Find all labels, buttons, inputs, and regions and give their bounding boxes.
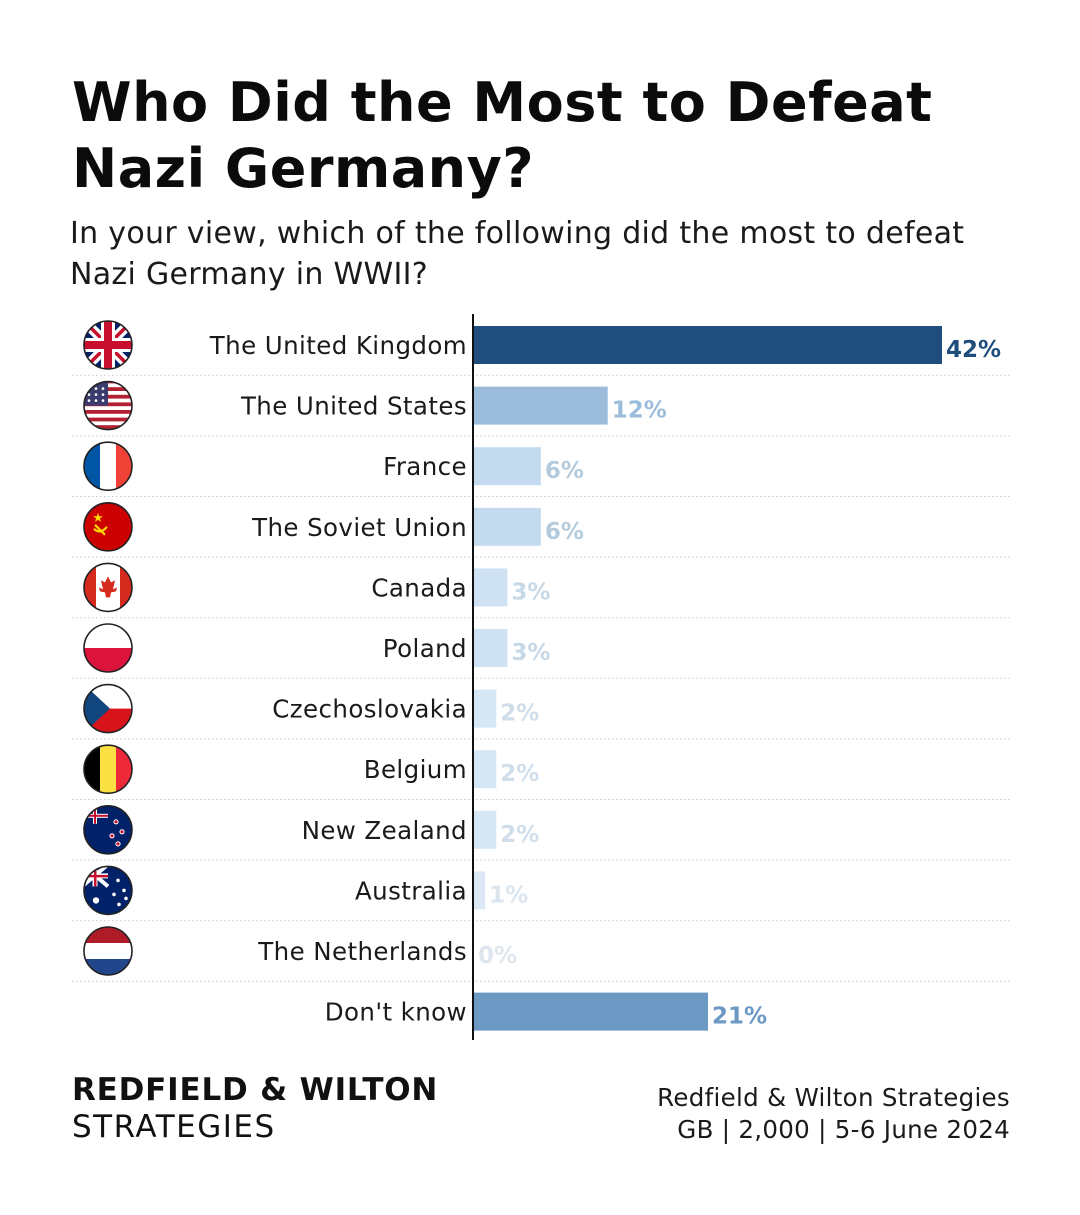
bar [474,992,708,1031]
belgium-flag-icon [83,744,133,795]
category-label: Czechoslovakia [272,695,467,724]
chart-row: The Soviet Union 6% [72,501,1012,558]
category-label: The United States [240,392,467,421]
source-note: Redfield & Wilton Strategies GB | 2,000 … [657,1082,1010,1146]
chart-subtitle: In your view, which of the following did… [70,216,965,292]
new-zealand-flag-icon [83,804,133,855]
value-label: 6% [545,458,584,484]
canada-flag-icon [83,562,133,613]
value-label: 12% [612,398,667,424]
category-label: Poland [383,634,467,663]
bar [474,871,486,910]
source-sample-details: GB | 2,000 | 5-6 June 2024 [677,1115,1010,1144]
bar [474,810,497,849]
value-label: 2% [500,701,539,727]
value-label: 3% [511,640,550,666]
chart-row: The United States 12% [72,380,1012,437]
bar [474,689,497,728]
poland-flag-icon [83,623,133,673]
category-label: The Soviet Union [251,513,467,542]
category-label: Australia [355,876,467,905]
soviet-flag-icon [83,501,133,552]
value-label: 1% [489,882,528,908]
australia-flag-icon [83,865,133,916]
bar [474,326,942,364]
value-label: 2% [500,761,539,787]
us-flag-icon [83,380,133,431]
bar [474,750,497,789]
bar [474,629,508,667]
brand-name-line2: STRATEGIES [72,1109,276,1145]
category-label: Belgium [364,755,467,784]
chart-row: Don't know 21% [325,992,767,1031]
chart-row: New Zealand 2% [72,804,1012,861]
chart-row: The United Kingdom 42% [72,320,1012,376]
uk-flag-icon [83,320,133,370]
france-flag-icon [83,441,133,492]
chart-title: Who Did the Most to Defeat Nazi Germany? [72,71,933,200]
category-label: France [383,452,467,481]
category-label: New Zealand [302,816,467,845]
bar [474,386,608,425]
bar [474,507,541,546]
source-organization: Redfield & Wilton Strategies [657,1083,1010,1112]
category-label: The United Kingdom [209,331,467,360]
category-label: The Netherlands [257,937,467,966]
bar [474,447,541,486]
bar [474,568,508,607]
value-label: 0% [478,943,517,969]
chart-row: Czechoslovakia 2% [72,683,1012,740]
chart-row: The Netherlands 0% [72,926,1012,982]
czechoslovakia-flag-icon [83,683,133,734]
value-label: 2% [500,822,539,848]
value-label: 42% [946,337,1001,363]
chart-row: Australia 1% [72,865,1012,922]
value-label: 6% [545,519,584,545]
chart-row: Canada 3% [72,562,1012,619]
chart-row: France 6% [72,441,1012,497]
chart-row: Poland 3% [72,623,1012,679]
brand-name-line1: REDFIELD & WILTON [72,1072,439,1108]
brand-logo: REDFIELD & WILTON STRATEGIES [72,1072,438,1146]
category-label: Canada [371,573,467,602]
category-label: Don't know [325,998,467,1027]
chart-row: Belgium 2% [72,744,1012,800]
value-label: 3% [511,579,550,605]
value-label: 21% [712,1004,767,1030]
netherlands-flag-icon [83,926,133,976]
